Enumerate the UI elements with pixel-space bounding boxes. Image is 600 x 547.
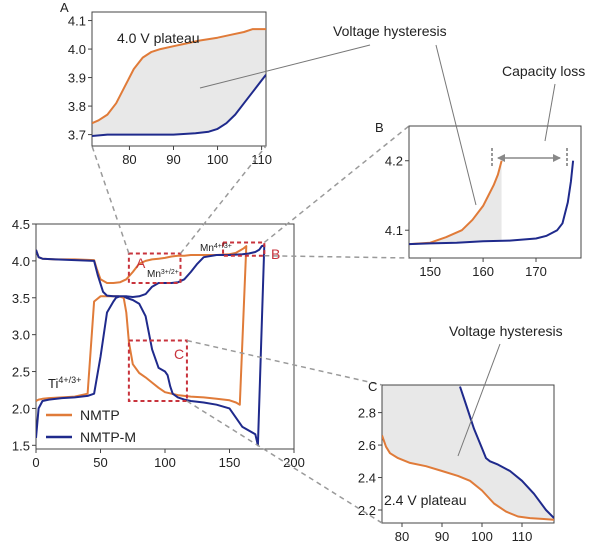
x-tick-label: 110 (251, 152, 272, 167)
y-tick-label: 3.8 (68, 99, 86, 114)
x-tick-label: 100 (207, 152, 229, 167)
callout-capacity-loss: Capacity loss (502, 63, 585, 79)
hysteresis-fill (92, 29, 266, 137)
x-tick-label: 110 (512, 529, 533, 544)
series-line-nmtp (92, 28, 266, 125)
x-tick-label: 160 (472, 264, 494, 279)
capacity-arrow-head-right (553, 154, 561, 162)
x-tick-label: 80 (122, 152, 136, 167)
plot-frame (91, 11, 267, 147)
x-tick-label: 0 (32, 455, 39, 470)
zoom-connectors (91, 125, 410, 524)
zoom-box-a (127, 252, 182, 285)
hysteresis-fill (382, 385, 554, 520)
zoom-box-label-a: A (136, 255, 146, 271)
inset-b: 150 160 170 4.1 4.2 (385, 125, 582, 279)
y-tick-label: 2.4 (358, 471, 376, 486)
series-line-nmtp-m (459, 386, 554, 519)
y-tick-label: 1.5 (12, 438, 30, 453)
y-tick-label: 2.6 (358, 438, 376, 453)
capacity-arrow-head-left (497, 154, 505, 162)
zoom-box-label-c: C (174, 346, 184, 362)
plot-frame (408, 125, 582, 259)
x-tick-label: 200 (283, 455, 305, 470)
y-tick-label: 4.2 (385, 154, 403, 169)
plot-frame (381, 384, 555, 524)
y-tick-label: 2.5 (12, 365, 30, 380)
x-tick-label: 80 (395, 529, 409, 544)
connector-b-bottom (264, 254, 410, 259)
zoom-box-label-b: B (271, 246, 280, 262)
legend-entry-nmtp: NMTP (80, 407, 120, 423)
inset-a: 80 90 100 110 3.7 3.8 3.9 4.0 4.1 (68, 11, 272, 167)
connector-c-bottom (186, 400, 383, 524)
plateau-label-a: 4.0 V plateau (117, 30, 200, 46)
annotation-mn-32: Mn3+/2+ (147, 269, 179, 281)
x-tick-label: 90 (166, 152, 180, 167)
callout-line-c (457, 343, 501, 457)
series-line-nmtp-m (92, 74, 266, 137)
x-tick-label: 150 (419, 264, 441, 279)
inset-c: 80 90 100 110 2.2 2.4 2.6 2.8 (358, 384, 555, 544)
x-tick-label: 150 (219, 455, 241, 470)
x-tick-label: 50 (93, 455, 107, 470)
panel-label-c: C (368, 379, 377, 394)
callout-line-b (435, 44, 477, 206)
hysteresis-fill (409, 160, 502, 245)
callout-line-capacity (544, 83, 556, 142)
zoom-box-c (127, 339, 188, 403)
connector-c-top (186, 339, 383, 386)
plateau-label-c: 2.4 V plateau (384, 492, 467, 508)
y-tick-label: 3.9 (68, 71, 86, 86)
connector-a-right (179, 145, 267, 254)
annotation-mn-43: Mn4+/3+ (200, 243, 232, 255)
y-tick-label: 4.1 (68, 14, 86, 29)
y-tick-label: 2.0 (12, 401, 30, 416)
main-chart: 0 50 100 150 200 1.5 2.0 2.5 3.0 3.5 4.0 4.5 (12, 217, 305, 470)
y-tick-label: 2.2 (358, 503, 376, 518)
y-tick-label: 4.1 (385, 223, 403, 238)
x-tick-label: 170 (525, 264, 547, 279)
series-line-nmtp-m (409, 160, 575, 246)
y-tick-label: 3.0 (12, 328, 30, 343)
series-line-nmtp (382, 434, 554, 521)
series-line-nmtp (409, 160, 503, 246)
panel-label-a: A (60, 0, 69, 15)
connector-b-top (263, 125, 410, 244)
callout-voltage-hysteresis-bottom: Voltage hysteresis (449, 323, 563, 339)
x-tick-label: 100 (154, 455, 176, 470)
annotation-ti-43: Ti4+/3+ (48, 375, 81, 391)
y-tick-label: 2.8 (358, 406, 376, 421)
y-tick-label: 4.0 (12, 254, 30, 269)
panel-label-b: B (375, 120, 384, 135)
y-tick-label: 3.7 (68, 128, 86, 143)
y-tick-label: 3.5 (12, 291, 30, 306)
callout-line-a (199, 44, 371, 89)
y-tick-label: 4.0 (68, 42, 86, 57)
legend-entry-nmtp-m: NMTP-M (80, 429, 136, 445)
x-tick-label: 100 (471, 529, 493, 544)
connector-a-left (91, 145, 130, 254)
x-tick-label: 90 (435, 529, 449, 544)
callout-voltage-hysteresis-top: Voltage hysteresis (333, 23, 447, 39)
y-tick-label: 4.5 (12, 217, 30, 232)
